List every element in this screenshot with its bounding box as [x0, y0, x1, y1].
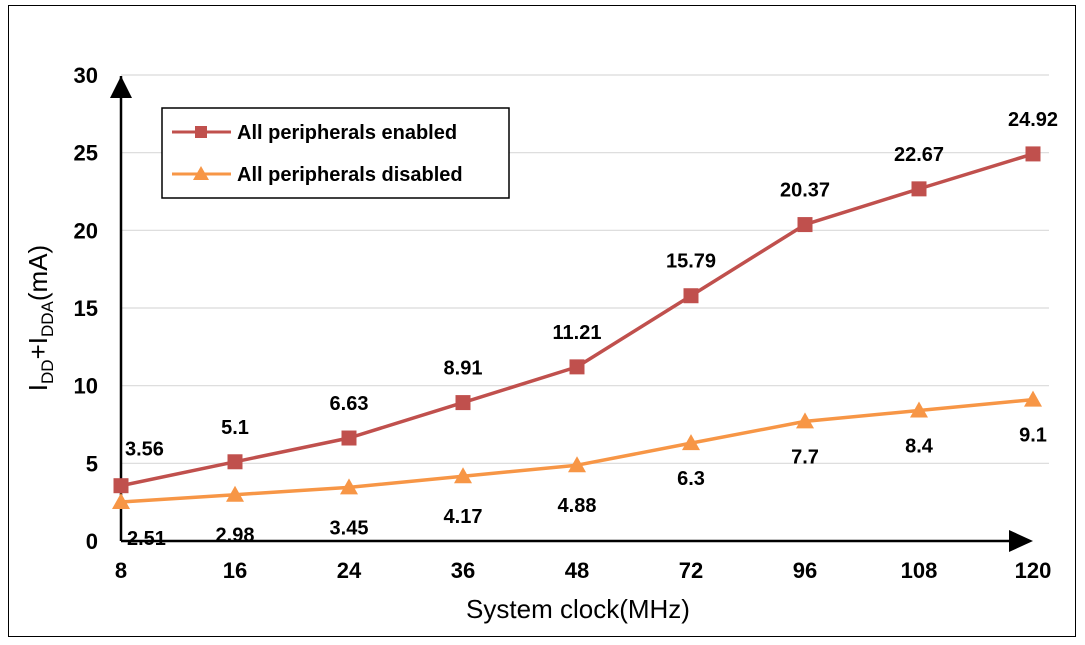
legend-square-marker-icon — [195, 126, 207, 138]
data-label-disabled: 2.51 — [127, 528, 166, 550]
line-chart: 0 5 10 15 20 25 30 8 16 24 36 48 72 96 108 120 3.56 5.1… — [23, 63, 1058, 624]
data-label-enabled: 15.79 — [666, 251, 716, 273]
data-label-disabled: 7.7 — [791, 446, 819, 468]
chart-frame: 0 5 10 15 20 25 30 8 16 24 36 48 72 96 108 120 3.56 5.1… — [8, 5, 1076, 637]
y-title-sub1: DD — [38, 359, 57, 384]
data-label-enabled: 6.63 — [330, 393, 369, 415]
data-label-enabled: 3.56 — [125, 439, 164, 461]
data-point-triangle — [568, 456, 586, 473]
data-label-enabled: 20.37 — [780, 180, 830, 202]
x-tick-label: 8 — [115, 558, 127, 583]
data-point-triangle — [340, 478, 358, 495]
data-point-triangle — [910, 401, 928, 418]
legend-item-disabled: All peripherals disabled — [172, 164, 463, 186]
legend-item-enabled: All peripherals enabled — [172, 122, 457, 144]
y-tick-label: 0 — [86, 529, 98, 554]
data-label-disabled: 8.4 — [905, 436, 934, 458]
data-label-disabled: 6.3 — [677, 468, 705, 490]
data-point-square — [113, 478, 129, 494]
data-point-square — [797, 217, 813, 233]
data-point-triangle — [226, 485, 244, 502]
y-tick-label: 20 — [74, 218, 98, 243]
data-label-enabled: 24.92 — [1008, 109, 1058, 131]
y-title-sub2: DDA — [38, 300, 57, 337]
data-labels: 3.56 5.1 6.63 8.91 11.21 15.79 20.37 22.67 24.92… — [125, 109, 1058, 550]
legend-label-disabled: All peripherals disabled — [237, 164, 463, 186]
y-tick-label: 10 — [74, 374, 98, 399]
y-tick-label: 30 — [74, 63, 98, 88]
data-point-square — [911, 181, 927, 197]
data-point-square — [227, 454, 243, 470]
data-label-disabled: 3.45 — [330, 517, 369, 539]
x-tick-label: 120 — [1015, 558, 1052, 583]
x-axis-arrow-icon — [1009, 530, 1033, 552]
legend-box — [161, 107, 510, 199]
y-axis-arrow-icon — [110, 76, 132, 98]
x-axis-title: System clock(MHz) — [466, 594, 690, 624]
data-point-triangle — [796, 412, 814, 429]
data-label-disabled: 2.98 — [216, 525, 255, 547]
legend-label-enabled: All peripherals enabled — [237, 122, 457, 144]
data-point-square — [455, 395, 471, 411]
legend-triangle-marker-icon — [193, 166, 209, 180]
data-label-enabled: 22.67 — [894, 144, 944, 166]
x-tick-label: 24 — [337, 558, 362, 583]
data-label-enabled: 8.91 — [444, 358, 483, 380]
x-tick-label: 108 — [901, 558, 938, 583]
series-line-0 — [120, 152, 1034, 488]
data-point-triangle — [1024, 390, 1042, 407]
y-title-main: I — [23, 384, 53, 391]
data-point-triangle — [112, 493, 130, 510]
data-point-triangle — [454, 467, 472, 484]
y-tick-labels: 0 5 10 15 20 25 30 — [74, 63, 98, 554]
data-point-square — [569, 359, 585, 375]
y-title-unit: (mA) — [23, 245, 53, 301]
y-axis-title: IDD+IDDA(mA) — [23, 245, 57, 391]
data-point-square — [341, 430, 357, 446]
y-tick-label: 5 — [86, 451, 98, 476]
series-group — [112, 146, 1042, 510]
data-point-square — [683, 288, 699, 304]
y-tick-label: 25 — [74, 141, 98, 166]
x-tick-label: 96 — [793, 558, 817, 583]
data-label-disabled: 4.88 — [558, 495, 597, 517]
x-tick-label: 48 — [565, 558, 589, 583]
y-title-plus: +I — [23, 337, 53, 359]
x-tick-label: 16 — [223, 558, 247, 583]
legend: All peripherals enabled All peripherals … — [161, 107, 510, 199]
data-label-disabled: 9.1 — [1019, 425, 1047, 447]
data-label-enabled: 11.21 — [553, 322, 602, 344]
series-line-1 — [120, 397, 1034, 504]
y-tick-label: 15 — [74, 296, 98, 321]
data-label-enabled: 5.1 — [221, 417, 249, 439]
x-tick-label: 36 — [451, 558, 475, 583]
data-point-square — [1025, 146, 1041, 162]
x-tick-labels: 8 16 24 36 48 72 96 108 120 — [115, 558, 1051, 583]
x-tick-label: 72 — [679, 558, 703, 583]
data-label-disabled: 4.17 — [444, 506, 483, 528]
axes — [110, 76, 1033, 552]
data-point-triangle — [682, 434, 700, 451]
